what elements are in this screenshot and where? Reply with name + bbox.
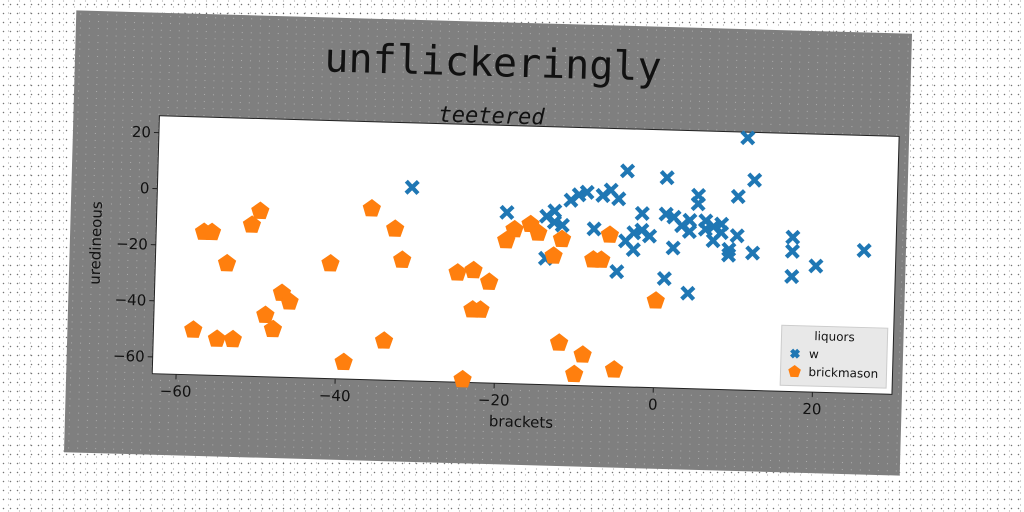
data-point-brickmason	[184, 320, 203, 338]
data-point-w	[634, 205, 650, 222]
data-point-w	[856, 242, 872, 259]
data-point-brickmason	[471, 300, 490, 318]
data-point-brickmason	[223, 329, 242, 348]
data-point-w	[625, 242, 641, 258]
data-point-w	[713, 216, 730, 232]
data-point-w	[681, 223, 698, 240]
data-point-brickmason	[334, 352, 353, 371]
data-point-w	[682, 212, 698, 228]
x-tick-label: −20	[478, 391, 510, 410]
data-point-brickmason	[256, 305, 275, 324]
data-point-w	[665, 240, 681, 256]
legend-marker-brickmason	[788, 364, 801, 378]
data-point-brickmason	[374, 331, 394, 349]
legend-label-brickmason: brickmason	[808, 365, 878, 381]
data-point-brickmason	[251, 201, 270, 220]
data-point-w	[554, 217, 570, 233]
data-point-brickmason	[552, 229, 572, 248]
legend-box	[779, 324, 889, 389]
data-point-brickmason	[592, 250, 611, 268]
data-point-brickmason	[202, 222, 222, 241]
data-point-w	[659, 170, 675, 186]
data-point-brickmason	[480, 272, 499, 291]
data-point-brickmason	[600, 225, 620, 243]
data-point-brickmason	[573, 345, 592, 363]
data-point-w	[609, 264, 625, 280]
data-point-w	[808, 258, 824, 274]
x-axis-label: brackets	[489, 412, 554, 432]
data-point-w	[690, 187, 707, 203]
data-point-brickmason	[393, 250, 412, 268]
x-tick-label: −60	[160, 382, 192, 401]
data-point-w	[499, 204, 515, 221]
data-point-w	[785, 229, 801, 245]
data-point-w	[611, 191, 627, 207]
data-point-brickmason	[386, 219, 405, 237]
x-tick-label: 0	[648, 396, 658, 414]
y-tick-label: 0	[140, 179, 150, 197]
data-point-brickmason	[544, 246, 563, 264]
data-point-brickmason	[217, 253, 237, 272]
legend-marker-w	[789, 348, 801, 359]
scatter-plot: −60 −40 −20 0 20 20 0 −20 −40 −60 brackets uredineo…	[86, 115, 900, 432]
data-point-w	[730, 188, 746, 205]
data-point-w	[404, 179, 420, 195]
data-point-brickmason	[604, 360, 624, 378]
data-point-w	[784, 243, 801, 259]
data-point-w	[641, 228, 658, 244]
data-point-brickmason	[321, 253, 340, 272]
data-point-brickmason	[565, 364, 584, 383]
data-point-w	[747, 172, 763, 188]
chart-figure: unflickeringly teetered −60 −40 −20 0 20 20 0−…	[63, 10, 913, 476]
data-point-brickmason	[529, 223, 548, 241]
data-point-brickmason	[505, 219, 524, 238]
data-point-brickmason	[280, 292, 299, 310]
data-point-brickmason	[646, 291, 665, 309]
plot-area	[151, 115, 900, 395]
data-point-w	[579, 184, 595, 200]
x-tick-label: −40	[319, 386, 351, 405]
y-tick-label: 20	[132, 123, 152, 142]
data-point-w	[656, 270, 672, 287]
data-point-w	[586, 221, 602, 237]
data-point-w	[547, 203, 563, 219]
y-axis-label: uredineous	[86, 201, 106, 285]
data-point-brickmason	[453, 369, 472, 388]
data-point-w	[721, 247, 737, 263]
data-point-w	[680, 285, 696, 301]
y-tick-label: −60	[113, 347, 145, 366]
x-tick-label: 20	[802, 400, 822, 419]
data-point-brickmason	[464, 260, 483, 279]
data-point-brickmason	[207, 329, 227, 347]
legend-label-w: w	[809, 347, 819, 361]
data-point-w	[744, 245, 761, 261]
data-point-brickmason	[448, 263, 467, 281]
data-point-brickmason	[549, 333, 569, 351]
data-point-brickmason	[362, 199, 381, 217]
data-point-brickmason	[242, 215, 262, 233]
data-point-w	[740, 130, 756, 146]
y-tick-label: −40	[114, 291, 146, 310]
data-point-w	[729, 228, 745, 244]
legend-title: liquors	[814, 329, 855, 344]
data-point-w	[619, 163, 636, 179]
data-point-w	[784, 268, 800, 285]
y-tick-label: −20	[116, 235, 148, 254]
data-point-brickmason	[263, 319, 283, 338]
